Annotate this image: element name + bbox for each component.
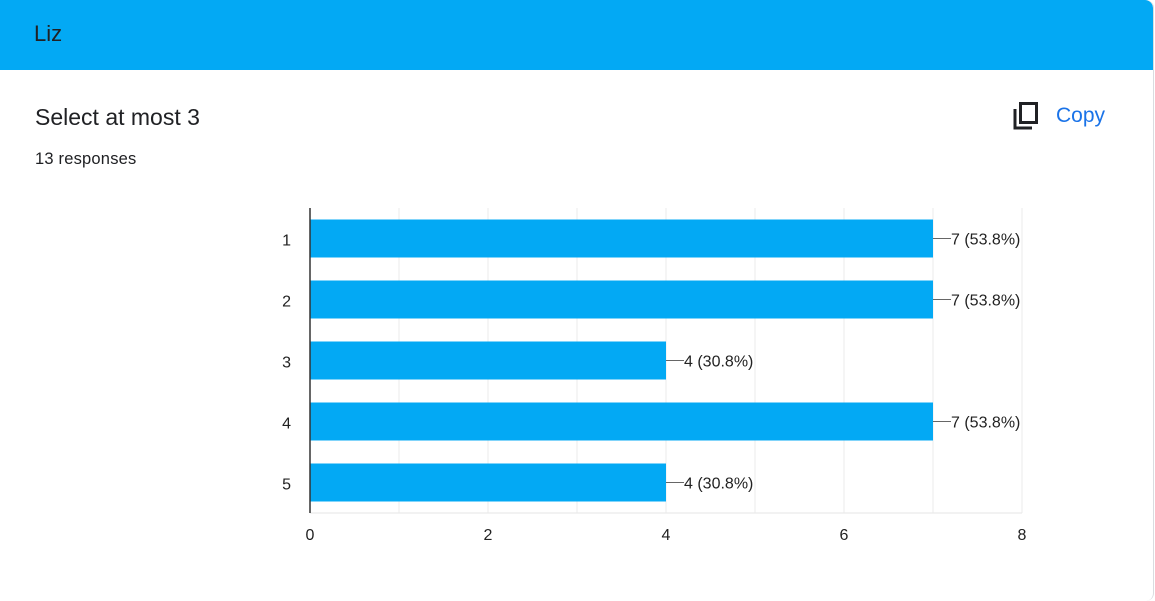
data-label: 4 (30.8%) <box>684 476 753 493</box>
section-title: Liz <box>34 21 63 46</box>
data-label: 7 (53.8%) <box>951 232 1020 249</box>
x-tick-label: 0 <box>306 527 315 544</box>
section-header: Liz <box>0 0 1153 70</box>
bar <box>310 280 933 319</box>
bar <box>310 402 933 441</box>
category-label: 1 <box>282 233 291 250</box>
x-tick-label: 4 <box>662 527 671 544</box>
data-label: 4 (30.8%) <box>684 354 753 371</box>
copy-chart-button[interactable]: Copy <box>1004 94 1120 138</box>
x-tick-label: 6 <box>840 527 849 544</box>
x-tick-label: 2 <box>484 527 493 544</box>
category-label: 3 <box>282 355 291 372</box>
response-count: 13 responses <box>35 150 137 168</box>
data-label: 7 (53.8%) <box>951 293 1020 310</box>
bar <box>310 463 666 502</box>
copy-icon <box>1004 94 1048 138</box>
copy-label: Copy <box>1056 104 1106 127</box>
bar <box>310 341 666 380</box>
data-label: 7 (53.8%) <box>951 415 1020 432</box>
category-label: 5 <box>282 477 291 494</box>
x-tick-label: 8 <box>1018 527 1027 544</box>
question-title: Select at most 3 <box>35 104 200 130</box>
category-label: 2 <box>282 294 291 311</box>
category-label: 4 <box>282 416 291 433</box>
bar <box>310 219 933 258</box>
